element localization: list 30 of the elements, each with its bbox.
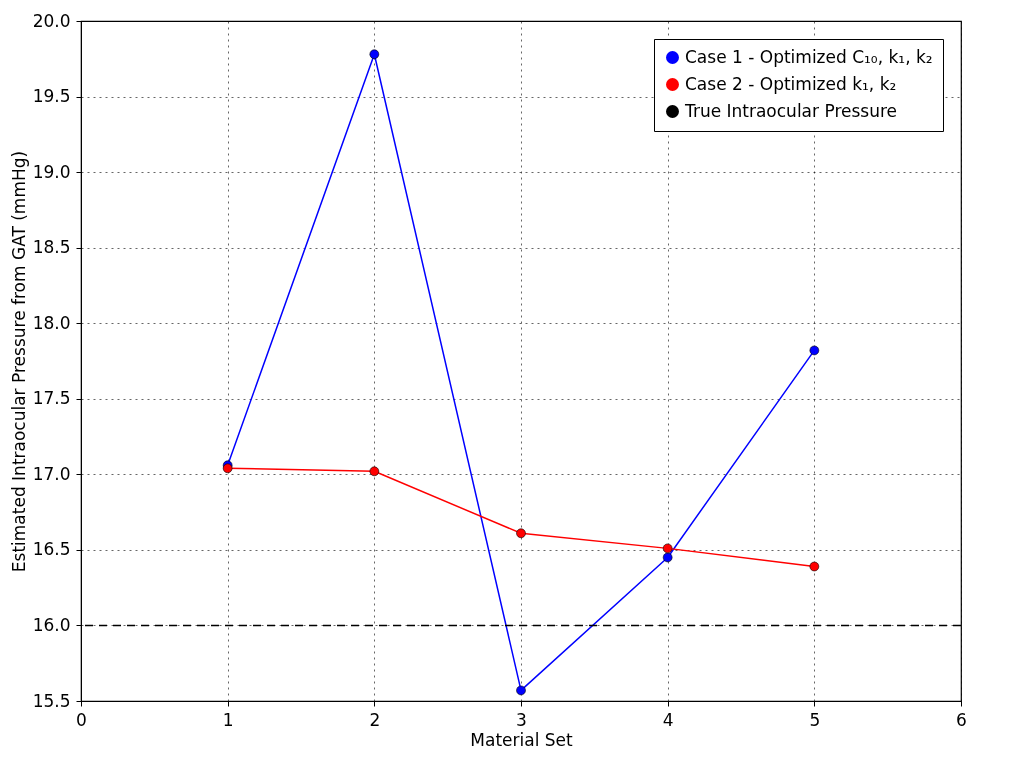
x-tick-label: 0 bbox=[76, 709, 87, 730]
y-tick-label: 17.0 bbox=[32, 463, 71, 484]
y-tick-label: 16.5 bbox=[32, 539, 71, 560]
x-axis-title: Material Set bbox=[470, 729, 574, 750]
x-tick-label: 4 bbox=[662, 709, 674, 730]
point bbox=[369, 466, 380, 477]
y-axis-title: Estimated Intraocular Pressure from GAT (mmHg) bbox=[8, 150, 29, 573]
y-tick-label: 20.0 bbox=[32, 10, 71, 31]
x-tick-label: 1 bbox=[222, 709, 234, 730]
point bbox=[516, 685, 526, 696]
point bbox=[369, 49, 380, 60]
legend-label: Case 2 - Optimized k₁, k₂ bbox=[685, 73, 897, 94]
y-tick-label: 17.5 bbox=[32, 388, 71, 409]
y-tick-label: 19.0 bbox=[32, 161, 71, 182]
point bbox=[662, 543, 673, 554]
point bbox=[662, 552, 673, 563]
y-tick-label: 15.5 bbox=[32, 690, 71, 711]
point bbox=[809, 345, 820, 356]
y-tick-label: 18.0 bbox=[32, 312, 71, 333]
legend-label: Case 1 - Optimized C₁₀, k₁, k₂ bbox=[685, 46, 933, 67]
legend-label: True Intraocular Pressure bbox=[684, 100, 898, 121]
x-tick-label: 2 bbox=[369, 709, 381, 730]
x-tick-label: 6 bbox=[956, 709, 967, 730]
point bbox=[809, 561, 820, 572]
y-tick-label: 19.5 bbox=[32, 86, 71, 107]
y-tick-label: 18.5 bbox=[32, 237, 71, 258]
y-tick-label: 16.0 bbox=[32, 614, 71, 635]
x-tick-label: 3 bbox=[516, 709, 527, 730]
x-tick-label: 5 bbox=[809, 709, 821, 730]
point bbox=[516, 528, 526, 539]
